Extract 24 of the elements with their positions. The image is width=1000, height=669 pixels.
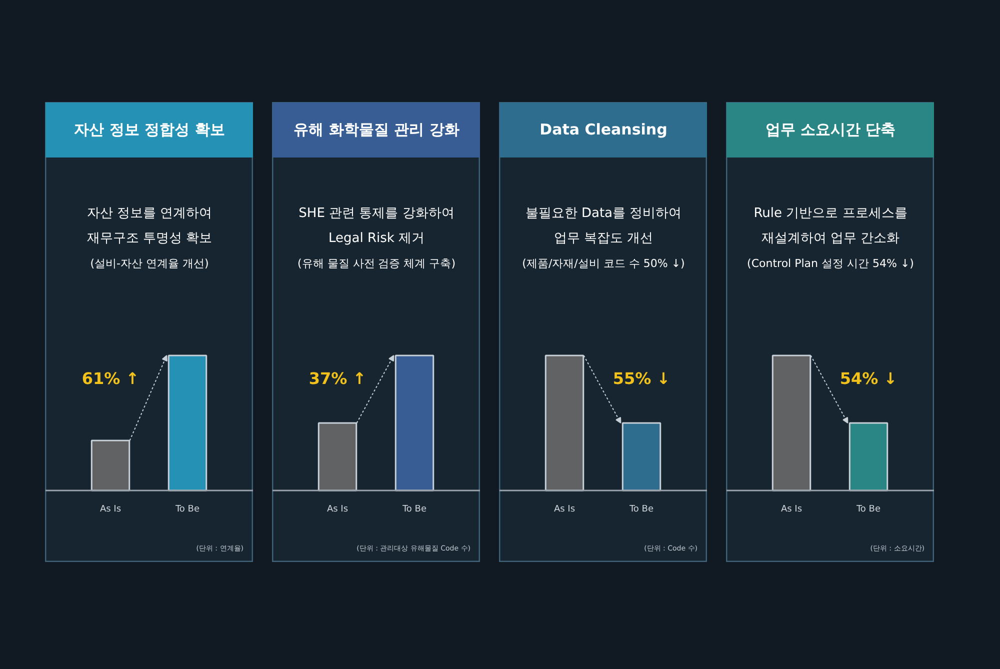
text: (Control Plan 설정 시간 54% ↓): [747, 257, 914, 270]
annotation: 55% ↓: [612, 368, 670, 388]
annotation: 54% ↓: [840, 368, 898, 388]
x-tick-label: To Be: [174, 504, 200, 514]
annotation: 61% ↑: [82, 368, 140, 388]
chart-subtitle: 불필요한 Data를 정비하여 업무 복잡도 개선: [525, 206, 682, 246]
annotation: 37% ↑: [308, 368, 366, 388]
chart-title: 유해 화학물질 관리 강화: [294, 120, 460, 138]
x-tick-label: To Be: [855, 504, 881, 514]
chart-subtitle: Rule 기반으로 프로세스를 재설계하여 업무 간소화: [754, 206, 908, 246]
text: (제품/자재/설비 코드 수 50% ↓): [522, 257, 685, 270]
chart-title: Data Cleansing: [540, 120, 668, 138]
text: (설비-자산 연계율 개선): [90, 257, 209, 270]
chart-title: 업무 소요시간 단축: [765, 120, 896, 138]
chart-subtitle: SHE 관련 통제를 강화하여 Legal Risk 제거: [298, 206, 454, 246]
x-tick-label: As Is: [554, 504, 576, 514]
x-tick-label: As Is: [100, 504, 122, 514]
x-tick-label: As Is: [780, 504, 802, 514]
chart-subtitle: 자산 정보를 연계하여 재무구조 투명성 확보: [86, 206, 212, 246]
x-tick-label: To Be: [628, 504, 654, 514]
text: (유해 물질 사전 검증 체계 구축): [297, 257, 456, 270]
x-tick-label: As Is: [326, 504, 348, 514]
chart-title: 자산 정보 정합성 확보: [74, 120, 225, 138]
x-tick-label: To Be: [401, 504, 427, 514]
